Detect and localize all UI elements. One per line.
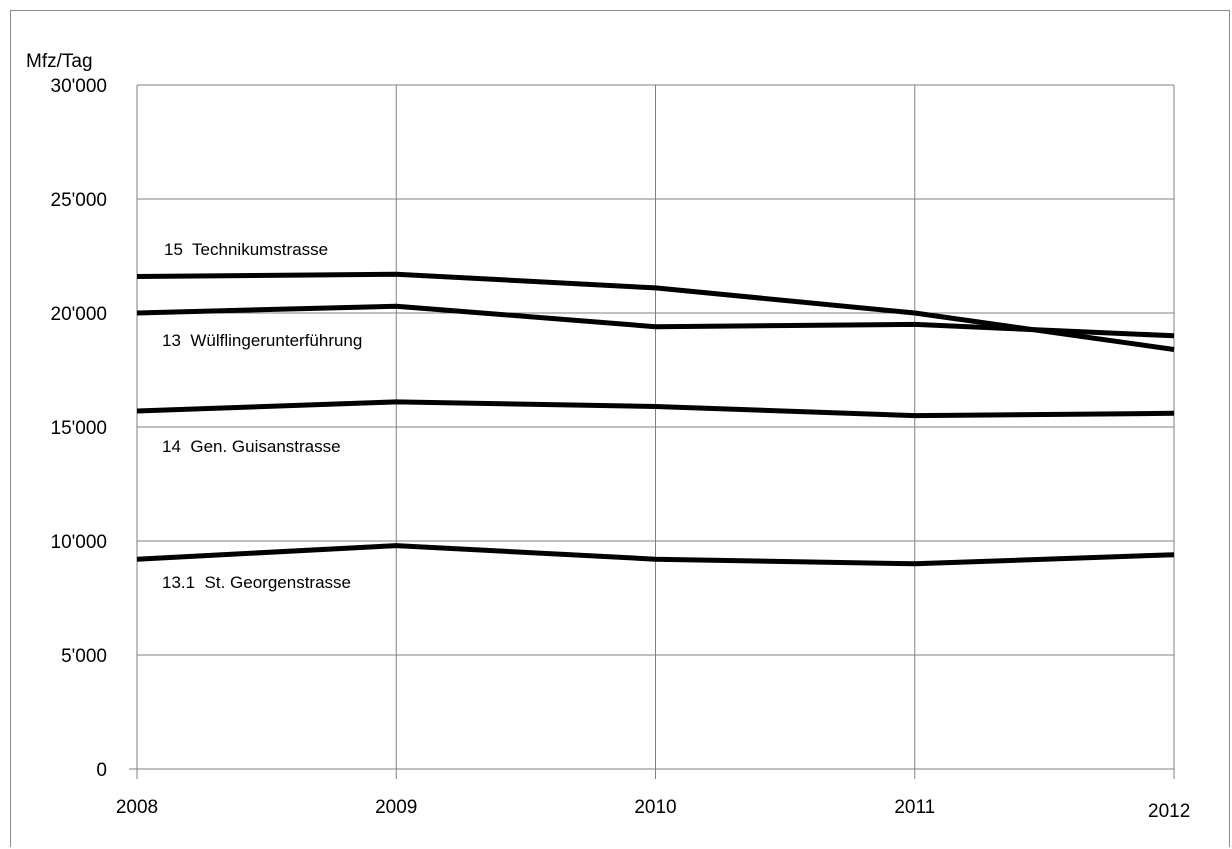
y-tick-label: 15'000 bbox=[51, 418, 107, 439]
y-axis-unit-label: Mfz/Tag bbox=[26, 51, 93, 72]
x-tick-label: 2009 bbox=[375, 797, 417, 818]
axes bbox=[129, 85, 1175, 779]
chart-frame bbox=[10, 10, 1230, 847]
tick-labels: 0 5'000 10'000 15'000 20'000 25'000 30'000 2008… bbox=[51, 76, 1191, 822]
x-tick-label: 2012 bbox=[1148, 801, 1190, 822]
series-line bbox=[136, 271, 1175, 352]
y-tick-label: 10'000 bbox=[51, 532, 107, 553]
series-label: 14 Gen. Guisanstrasse bbox=[162, 437, 341, 456]
x-tick-label: 2008 bbox=[116, 797, 158, 818]
series-label: 13 Wülflingerunterführung bbox=[162, 331, 362, 350]
x-tick-label: 2010 bbox=[634, 797, 676, 818]
y-tick-label: 0 bbox=[96, 760, 107, 781]
series-line bbox=[136, 303, 1175, 339]
series-lines bbox=[136, 271, 1175, 567]
grid bbox=[137, 84, 1175, 769]
series-label: 15 Technikumstrasse bbox=[164, 240, 328, 259]
y-tick-label: 30'000 bbox=[51, 76, 107, 97]
y-tick-label: 5'000 bbox=[61, 646, 107, 667]
series-line bbox=[136, 399, 1175, 419]
series-labels: 15 Technikumstrasse 13 Wülflingerunterfüh… bbox=[162, 240, 362, 592]
y-tick-label: 20'000 bbox=[51, 304, 107, 325]
series-label: 13.1 St. Georgenstrasse bbox=[162, 573, 351, 592]
series-line bbox=[136, 543, 1175, 567]
y-tick-label: 25'000 bbox=[51, 190, 107, 211]
x-tick-label: 2011 bbox=[894, 797, 935, 818]
